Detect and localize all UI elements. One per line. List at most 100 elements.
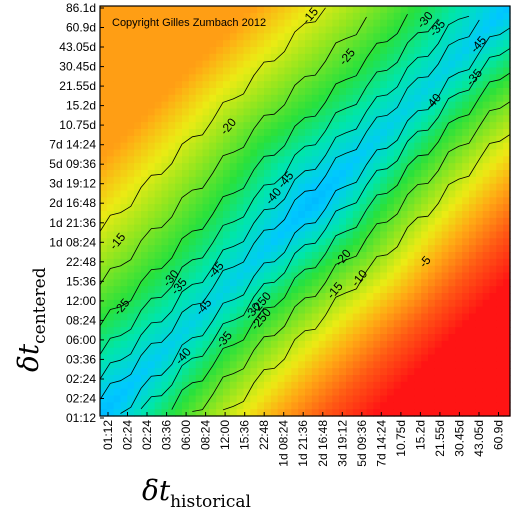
heatmap-cell [216, 354, 224, 362]
heatmap-cell [284, 149, 292, 157]
heatmap-cell [352, 6, 361, 14]
heatmap-cell [414, 368, 422, 376]
heatmap-cell [503, 176, 511, 185]
heatmap-cell [270, 88, 279, 96]
heatmap-cell [373, 252, 381, 260]
heatmap-cell [147, 306, 156, 315]
heatmap-cell [482, 265, 491, 274]
y-tick-label: 21.55d [59, 79, 96, 93]
heatmap-cell [168, 402, 176, 410]
heatmap-cell [441, 340, 450, 349]
heatmap-cell [229, 361, 238, 369]
heatmap-cell [100, 122, 108, 130]
heatmap-cell [168, 163, 176, 171]
heatmap-cell [448, 115, 456, 123]
heatmap-cell [154, 299, 163, 308]
heatmap-cell [141, 388, 149, 397]
heatmap-cell [175, 40, 183, 48]
heatmap-cell [387, 238, 395, 246]
heatmap-cell [100, 53, 108, 62]
heatmap-cell [421, 265, 429, 274]
heatmap-cell [311, 12, 320, 21]
heatmap-cell [352, 115, 361, 123]
heatmap-cell [318, 327, 327, 335]
heatmap-cell [325, 33, 333, 41]
heatmap-cell [284, 183, 292, 192]
heatmap-cell [434, 74, 443, 82]
heatmap-cell [161, 327, 169, 335]
heatmap-cell [393, 115, 402, 123]
heatmap-cell [100, 231, 108, 239]
heatmap-cell [141, 135, 149, 144]
heatmap-cell [482, 217, 491, 226]
heatmap-cell [161, 395, 169, 403]
heatmap-cell [366, 252, 374, 260]
heatmap-cell [147, 67, 156, 75]
heatmap-cell [400, 224, 409, 233]
heatmap-cell [106, 381, 115, 390]
heatmap-cell [448, 204, 456, 212]
heatmap-cell [120, 12, 128, 21]
heatmap-cell [202, 217, 210, 226]
heatmap-cell [359, 347, 368, 356]
y-axis-ticks: 86.1d60.9d43.05d30.45d21.55d15.2d10.75d7… [49, 1, 104, 425]
heatmap-cell [352, 231, 361, 239]
heatmap-cell [489, 26, 497, 34]
heatmap-cell [141, 67, 149, 75]
heatmap-cell [229, 190, 238, 198]
heatmap-cell [448, 108, 456, 116]
heatmap-cell [195, 286, 204, 294]
heatmap-cell [120, 6, 128, 14]
heatmap-cell [161, 347, 169, 356]
heatmap-cell [195, 368, 204, 376]
heatmap-cell [134, 347, 142, 356]
x-tick-label: 43.05d [472, 420, 486, 457]
heatmap-cell [106, 231, 115, 239]
heatmap-cell [421, 26, 429, 34]
heatmap-cell [469, 368, 477, 376]
heatmap-cell [195, 60, 204, 69]
heatmap-cell [154, 163, 163, 171]
heatmap-cell [318, 381, 327, 390]
heatmap-cell [264, 47, 272, 55]
heatmap-cell [106, 347, 115, 356]
contour-line [222, 134, 511, 411]
heatmap-cell [291, 183, 299, 192]
heatmap-cell [298, 135, 306, 144]
heatmap-cell [428, 347, 436, 356]
heatmap-cell [339, 381, 347, 390]
heatmap-cell [311, 299, 320, 308]
heatmap-cell [387, 129, 395, 137]
heatmap-cell [311, 334, 320, 342]
heatmap-cell [380, 395, 388, 403]
heatmap-cell [503, 122, 511, 130]
heatmap-cell [482, 81, 491, 89]
heatmap-cell [339, 211, 347, 219]
heatmap-cell [223, 176, 231, 185]
heatmap-cell [496, 190, 504, 198]
heatmap-cell [489, 74, 497, 82]
heatmap-cell [168, 129, 176, 137]
heatmap-cell [373, 47, 381, 55]
heatmap-cell [195, 129, 204, 137]
contour-lines [99, 7, 511, 414]
heatmap-cell [154, 354, 163, 362]
heatmap-cell [202, 142, 210, 151]
heatmap-cell [359, 402, 368, 410]
heatmap-cell [352, 395, 361, 403]
heatmap-cell [462, 381, 470, 390]
heatmap-cell [120, 265, 128, 274]
heatmap-cell [305, 67, 313, 75]
heatmap-cell [339, 347, 347, 356]
heatmap-cell [223, 238, 231, 246]
heatmap-cell [387, 26, 395, 34]
heatmap-cell [393, 6, 402, 14]
heatmap-cell [161, 74, 169, 82]
heatmap-cell [161, 204, 169, 212]
heatmap-cell [257, 395, 265, 403]
heatmap-cell [455, 381, 463, 390]
heatmap-cell [291, 368, 299, 376]
heatmap-cell [264, 122, 272, 130]
heatmap-cell [434, 258, 443, 267]
heatmap-cell [106, 163, 115, 171]
